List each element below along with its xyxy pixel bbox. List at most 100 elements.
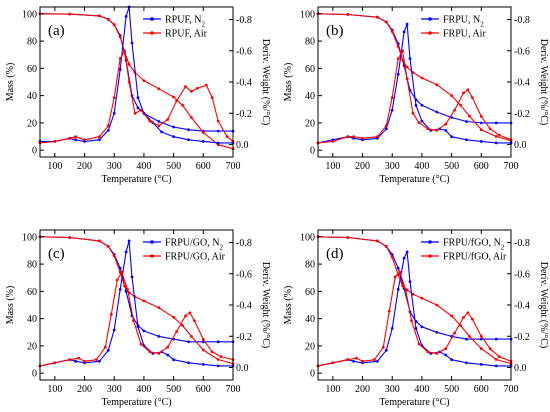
- x-axis-title: Temperature (°C): [379, 174, 449, 185]
- x-tick-label: 200: [355, 161, 370, 172]
- x-tick-label: 100: [47, 384, 62, 395]
- legend-entry: FRPU/fGO, Air: [443, 252, 507, 263]
- y-tick-label: 80: [305, 260, 315, 271]
- x-axis-title: Temperature (°C): [379, 397, 449, 408]
- data-point: [361, 359, 364, 363]
- y2-tick-label: 0.0: [236, 363, 249, 374]
- x-axis-title: Temperature (°C): [101, 397, 171, 408]
- legend-marker: [150, 17, 154, 21]
- y2-axis-title: Deriv. Weight (%/°C): [260, 39, 271, 126]
- data-point: [142, 329, 146, 333]
- y2-axis-title: Deriv. Weight (%/°C): [538, 39, 549, 126]
- data-point: [384, 348, 388, 352]
- x-tick-label: 500: [166, 161, 181, 172]
- data-point: [346, 358, 350, 362]
- data-point: [68, 136, 72, 140]
- data-point: [166, 118, 170, 121]
- data-point: [420, 325, 424, 329]
- data-point: [201, 363, 205, 366]
- legend-entry: FRPU/fGO, N2: [443, 238, 505, 252]
- data-point: [83, 359, 86, 363]
- data-point: [172, 135, 176, 139]
- data-point: [450, 358, 453, 362]
- legend-marker: [428, 240, 432, 244]
- data-point: [376, 359, 379, 363]
- x-tick-label: 500: [444, 384, 459, 395]
- data-point: [68, 236, 72, 239]
- data-point: [396, 266, 400, 270]
- chart-panel: 100 200 300 400 500 600 700 0 20 40 60 80 100 0.0 -0.2…: [283, 229, 549, 408]
- data-point: [331, 361, 335, 365]
- y-tick-label: 100: [300, 232, 315, 243]
- data-point: [112, 111, 116, 115]
- data-point: [184, 85, 187, 89]
- data-point: [396, 45, 400, 48]
- data-point: [404, 288, 407, 291]
- data-point: [166, 353, 170, 357]
- data-point: [465, 361, 468, 365]
- data-point: [417, 342, 421, 346]
- data-point: [376, 15, 379, 19]
- data-point: [420, 296, 424, 300]
- y-tick-label: 80: [305, 37, 315, 48]
- data-point: [405, 65, 409, 69]
- data-point: [435, 303, 439, 307]
- y-tick-label: 20: [305, 118, 315, 129]
- y-tick-label: 0: [32, 146, 37, 157]
- data-point: [497, 133, 501, 137]
- data-point: [396, 72, 400, 76]
- data-point: [172, 125, 176, 129]
- data-point: [405, 22, 409, 26]
- data-point: [123, 49, 126, 53]
- data-point: [157, 352, 161, 355]
- y-tick-label: 20: [27, 118, 37, 129]
- data-point: [95, 358, 98, 362]
- data-point: [157, 306, 161, 310]
- data-point: [494, 364, 498, 368]
- data-point: [225, 135, 229, 139]
- data-point: [201, 348, 205, 352]
- y-tick-label: 0: [310, 369, 315, 380]
- legend-entry: FRPU, N2: [443, 15, 484, 29]
- data-point: [471, 317, 474, 321]
- x-tick-label: 200: [77, 161, 92, 172]
- y-tick-label: 100: [22, 232, 37, 243]
- data-point: [127, 239, 131, 243]
- data-point: [453, 108, 456, 112]
- data-point: [98, 239, 101, 243]
- x-tick-label: 500: [166, 384, 181, 395]
- data-point: [497, 355, 501, 358]
- data-point: [465, 120, 468, 123]
- data-point: [435, 110, 439, 114]
- data-point: [133, 111, 137, 115]
- data-point: [112, 96, 116, 99]
- data-point: [172, 315, 176, 319]
- y-tick-label: 40: [305, 314, 315, 325]
- data-point: [444, 129, 448, 132]
- data-point: [120, 270, 124, 274]
- data-point: [450, 94, 453, 97]
- x-tick-label: 300: [107, 161, 122, 172]
- data-point: [142, 299, 146, 303]
- y2-tick-label: 0.0: [514, 140, 527, 151]
- data-point: [68, 12, 72, 16]
- y2-tick-label: -0.2: [514, 109, 530, 120]
- data-point: [479, 363, 483, 366]
- data-point: [157, 124, 161, 128]
- data-point: [190, 90, 193, 93]
- data-point: [136, 106, 140, 110]
- data-point: [420, 119, 424, 123]
- data-point: [444, 122, 448, 126]
- data-point: [188, 311, 192, 315]
- deriv-curve: [39, 50, 234, 144]
- data-point: [187, 128, 190, 132]
- y-tick-label: 0: [310, 146, 315, 157]
- y-tick-label: 100: [22, 9, 37, 20]
- data-point: [410, 319, 413, 322]
- legend-marker: [428, 31, 432, 35]
- y-tick-label: 60: [27, 287, 37, 298]
- data-point: [98, 138, 101, 142]
- data-point: [494, 141, 498, 145]
- data-point: [204, 83, 208, 87]
- data-point: [384, 20, 388, 24]
